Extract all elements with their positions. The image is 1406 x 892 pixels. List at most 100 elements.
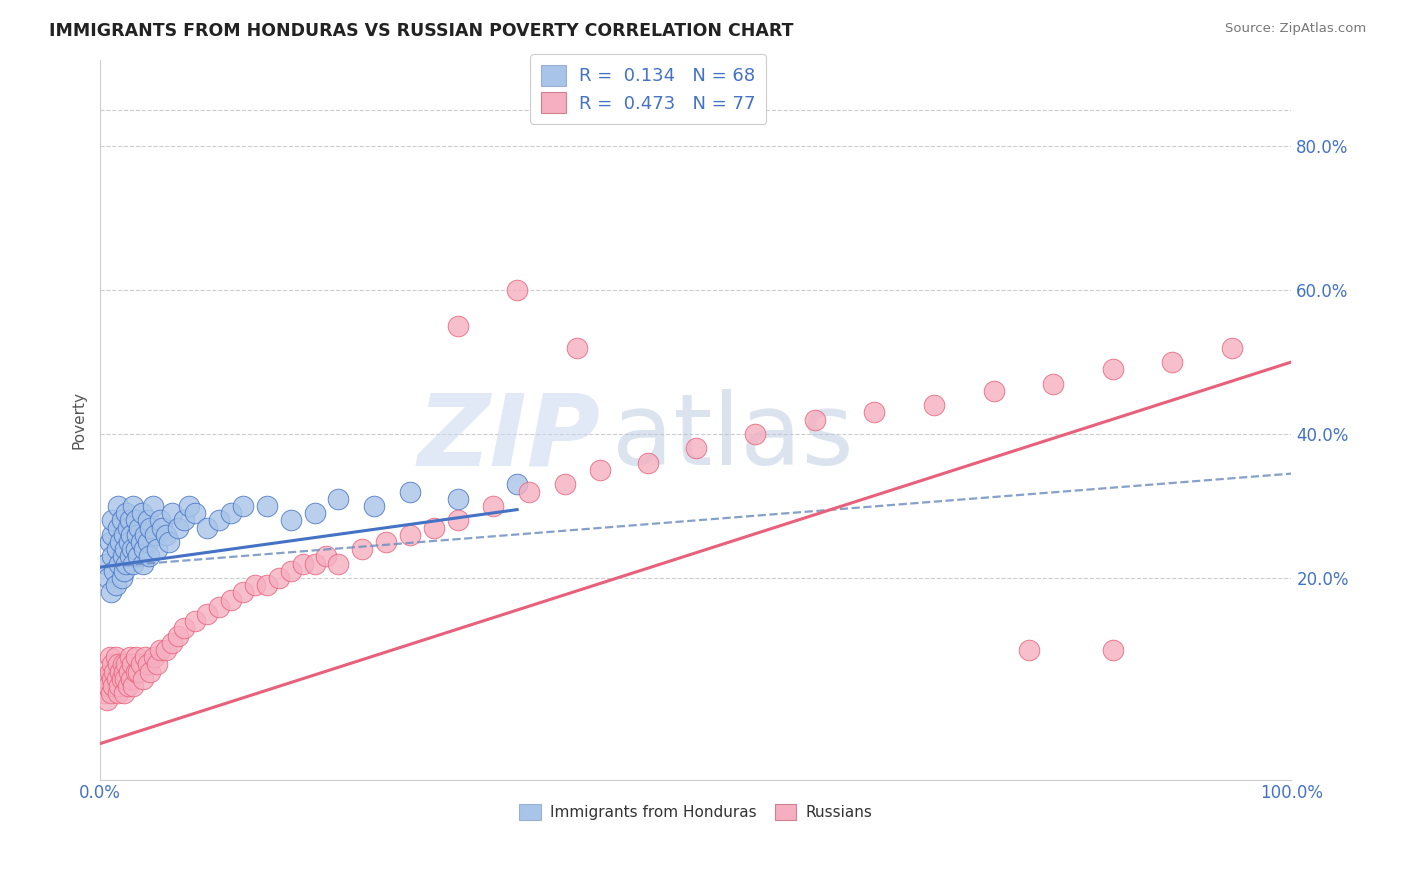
Point bbox=[107, 499, 129, 513]
Point bbox=[110, 571, 132, 585]
Point bbox=[118, 650, 141, 665]
Point bbox=[112, 564, 135, 578]
Point bbox=[150, 520, 173, 534]
Point bbox=[136, 535, 159, 549]
Point bbox=[184, 506, 207, 520]
Point bbox=[232, 585, 254, 599]
Point bbox=[120, 672, 142, 686]
Text: IMMIGRANTS FROM HONDURAS VS RUSSIAN POVERTY CORRELATION CHART: IMMIGRANTS FROM HONDURAS VS RUSSIAN POVE… bbox=[49, 22, 794, 40]
Point bbox=[98, 535, 121, 549]
Point bbox=[219, 506, 242, 520]
Point bbox=[127, 665, 149, 679]
Point bbox=[134, 528, 156, 542]
Point bbox=[565, 341, 588, 355]
Point bbox=[115, 657, 138, 672]
Point bbox=[328, 491, 350, 506]
Point bbox=[482, 499, 505, 513]
Point bbox=[114, 672, 136, 686]
Point bbox=[184, 614, 207, 628]
Point bbox=[173, 513, 195, 527]
Point bbox=[136, 657, 159, 672]
Point bbox=[141, 499, 163, 513]
Point bbox=[304, 506, 326, 520]
Point bbox=[155, 643, 177, 657]
Point bbox=[315, 549, 337, 564]
Point bbox=[256, 499, 278, 513]
Point bbox=[280, 513, 302, 527]
Point bbox=[129, 535, 152, 549]
Point bbox=[98, 650, 121, 665]
Point bbox=[195, 607, 218, 621]
Point bbox=[1161, 355, 1184, 369]
Point bbox=[104, 578, 127, 592]
Point bbox=[138, 549, 160, 564]
Point bbox=[139, 665, 162, 679]
Point bbox=[267, 571, 290, 585]
Point bbox=[122, 499, 145, 513]
Point bbox=[149, 513, 172, 527]
Point bbox=[146, 542, 169, 557]
Point bbox=[129, 657, 152, 672]
Point bbox=[208, 513, 231, 527]
Point bbox=[256, 578, 278, 592]
Point bbox=[110, 513, 132, 527]
Point bbox=[100, 585, 122, 599]
Point bbox=[107, 520, 129, 534]
Text: Source: ZipAtlas.com: Source: ZipAtlas.com bbox=[1226, 22, 1367, 36]
Point bbox=[149, 643, 172, 657]
Point bbox=[125, 650, 148, 665]
Point bbox=[160, 636, 183, 650]
Point bbox=[111, 657, 134, 672]
Point bbox=[922, 398, 945, 412]
Point bbox=[155, 528, 177, 542]
Point bbox=[375, 535, 398, 549]
Point bbox=[96, 693, 118, 707]
Point bbox=[219, 592, 242, 607]
Point bbox=[422, 520, 444, 534]
Point bbox=[1042, 376, 1064, 391]
Point bbox=[506, 477, 529, 491]
Point bbox=[446, 318, 468, 333]
Point bbox=[143, 528, 166, 542]
Point bbox=[115, 557, 138, 571]
Point bbox=[110, 665, 132, 679]
Point bbox=[446, 491, 468, 506]
Point bbox=[101, 549, 124, 564]
Point bbox=[117, 679, 139, 693]
Point bbox=[157, 535, 180, 549]
Point bbox=[173, 621, 195, 635]
Point bbox=[121, 542, 143, 557]
Point bbox=[103, 665, 125, 679]
Point bbox=[863, 405, 886, 419]
Point bbox=[105, 672, 128, 686]
Point bbox=[304, 557, 326, 571]
Point bbox=[146, 657, 169, 672]
Point bbox=[110, 672, 132, 686]
Point bbox=[804, 412, 827, 426]
Point bbox=[232, 499, 254, 513]
Point bbox=[108, 679, 131, 693]
Point bbox=[363, 499, 385, 513]
Point bbox=[105, 542, 128, 557]
Text: ZIP: ZIP bbox=[418, 389, 600, 486]
Point bbox=[114, 542, 136, 557]
Point bbox=[100, 686, 122, 700]
Point bbox=[744, 427, 766, 442]
Point bbox=[132, 672, 155, 686]
Point bbox=[983, 384, 1005, 398]
Point bbox=[517, 484, 540, 499]
Point bbox=[291, 557, 314, 571]
Point bbox=[328, 557, 350, 571]
Point bbox=[125, 513, 148, 527]
Point bbox=[117, 520, 139, 534]
Point bbox=[115, 506, 138, 520]
Point bbox=[108, 557, 131, 571]
Point bbox=[446, 513, 468, 527]
Point bbox=[110, 535, 132, 549]
Point bbox=[111, 549, 134, 564]
Point bbox=[103, 679, 125, 693]
Point bbox=[195, 520, 218, 534]
Point bbox=[131, 506, 153, 520]
Point bbox=[160, 506, 183, 520]
Point bbox=[127, 549, 149, 564]
